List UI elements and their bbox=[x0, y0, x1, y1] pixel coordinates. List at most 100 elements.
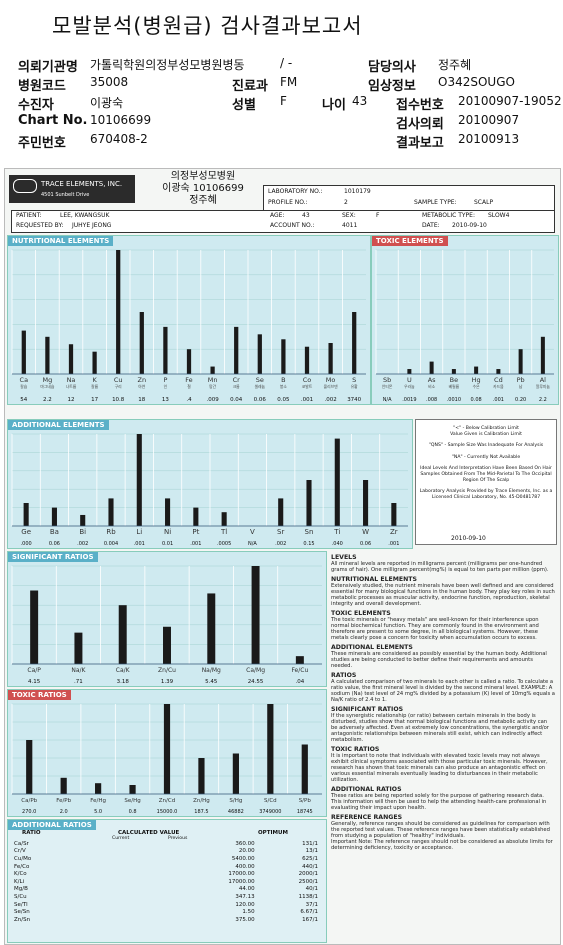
category-label: Ca/Pb bbox=[21, 798, 37, 804]
doctor-value: 정주혜 bbox=[438, 58, 472, 72]
metabolic-label: METABOLIC TYPE: bbox=[422, 212, 475, 219]
clinical-info-label: 임상정보 bbox=[368, 79, 416, 94]
category-label: P bbox=[163, 376, 167, 384]
ratio-optimum: 131/1 bbox=[302, 840, 318, 847]
ratio-row: Cu/Mo 5400.00 625/1 bbox=[12, 855, 320, 863]
bar-s-pb bbox=[301, 744, 308, 794]
category-sublabel: 우라늄 bbox=[404, 384, 415, 389]
ratio-name: Mg/B bbox=[14, 886, 28, 893]
bar-li bbox=[136, 434, 142, 526]
chart-no-label: Chart No. bbox=[18, 113, 88, 128]
ratio-current: 5400.00 bbox=[231, 855, 255, 862]
data-label: .001 bbox=[134, 541, 145, 547]
category-label: Ti bbox=[333, 528, 340, 536]
category-label: W bbox=[362, 528, 369, 536]
explain-paragraph: Extensively studied, the nutrient minera… bbox=[331, 583, 555, 607]
category-label: Fe bbox=[185, 376, 192, 384]
header-row-1: 의뢰기관명 가톨릭학원의정부성모병원병동 / - 담당의사 정주혜 bbox=[18, 56, 558, 75]
ratio-row: Cr/V 20.00 13/1 bbox=[12, 848, 320, 856]
chart-no-value: 10106699 bbox=[90, 113, 152, 127]
category-label: Ca bbox=[20, 376, 29, 384]
additional-ratios-table: Ca/Sr 360.00 131/1 Cr/V 20.00 13/1 Cu/Mo 5400.0… bbox=[12, 840, 320, 924]
bar-cd bbox=[496, 369, 501, 374]
explanation-text: LEVELS All mineral levels are reported in… bbox=[331, 551, 555, 851]
ratio-row: Fe/Co 400.00 440/1 bbox=[12, 863, 320, 871]
ratio-optimum: 37/1 bbox=[305, 901, 318, 908]
category-sublabel: 칼륨 bbox=[91, 384, 98, 389]
data-label: .001 bbox=[388, 541, 399, 547]
category-label: Ca/Mg bbox=[246, 667, 265, 674]
ratio-name: K/Li bbox=[14, 878, 25, 885]
data-label: 5.0 bbox=[94, 809, 102, 815]
data-label: .04 bbox=[295, 679, 304, 685]
bar-mn bbox=[210, 366, 215, 374]
account-value: 4011 bbox=[342, 222, 358, 229]
date-value: 2010-09-10 bbox=[452, 222, 487, 229]
category-label: Zn/Cd bbox=[159, 798, 175, 804]
ratio-optimum: 40/1 bbox=[305, 886, 318, 893]
nutritional-elements-title: NUTRITIONAL ELEMENTS bbox=[8, 236, 114, 246]
patient-name-label: 수진자 bbox=[18, 98, 54, 113]
result-date-value: 20100913 bbox=[458, 132, 520, 146]
category-label: Na/Mg bbox=[202, 667, 221, 674]
category-label: Co bbox=[303, 376, 312, 384]
category-label: Ni bbox=[164, 528, 171, 536]
bar-mg bbox=[45, 336, 50, 374]
age-label: 나이 bbox=[322, 98, 346, 113]
bar-pb bbox=[518, 349, 523, 374]
data-label: N/A bbox=[248, 541, 257, 547]
category-label: Zn/Cu bbox=[158, 667, 176, 674]
toxic-ratios-title: TOXIC RATIOS bbox=[8, 690, 71, 700]
data-label: 18 bbox=[138, 397, 145, 403]
category-label: Ca/P bbox=[27, 667, 41, 674]
additional-elements-title: ADDITIONAL ELEMENTS bbox=[8, 420, 109, 430]
org-label: 의뢰기관명 bbox=[18, 60, 78, 75]
data-label: 2.0 bbox=[60, 809, 68, 815]
patient-name-value: 이광숙 bbox=[90, 96, 124, 110]
org-value: 가톨릭학원의정부성모병원병동 bbox=[90, 58, 245, 72]
hospital-code-label: 병원코드 bbox=[18, 79, 66, 94]
page-title: 모발분석(병원급) 검사결과보고서 bbox=[52, 14, 363, 38]
sample-type-value: SCALP bbox=[474, 199, 494, 206]
ratio-name: Fe/Co bbox=[14, 863, 30, 870]
significant-ratios-title: SIGNIFICANT RATIOS bbox=[8, 552, 98, 562]
additional-ratios-title: ADDITIONAL RATIOS bbox=[8, 820, 96, 830]
ratio-row: Se/Sn 1.50 6.67/1 bbox=[12, 908, 320, 916]
result-date-label: 결과보고 bbox=[396, 136, 444, 151]
request-date-label: 검사의뢰 bbox=[396, 117, 444, 132]
bar-u bbox=[407, 369, 412, 374]
category-sublabel: 수은 bbox=[473, 384, 480, 389]
bar-b bbox=[281, 339, 286, 374]
ratio-current: 20.00 bbox=[238, 848, 255, 855]
data-label: 46882 bbox=[228, 809, 244, 815]
category-label: Ba bbox=[50, 528, 59, 536]
bar-na-k bbox=[74, 632, 83, 664]
ratio-name: Se/Sn bbox=[14, 909, 30, 916]
data-label: 54 bbox=[20, 397, 27, 403]
data-label: 3740 bbox=[347, 397, 361, 403]
bar-se bbox=[257, 334, 262, 374]
bar-ca-k bbox=[118, 605, 127, 664]
bar-pt bbox=[193, 507, 199, 526]
data-label: .0010 bbox=[447, 397, 461, 403]
data-label: 0.004 bbox=[104, 541, 118, 547]
data-label: 24.55 bbox=[248, 679, 264, 685]
data-label: .008 bbox=[426, 397, 437, 403]
toxic-elements-title: TOXIC ELEMENTS bbox=[372, 236, 448, 246]
category-label: Li bbox=[136, 528, 142, 536]
bar-co bbox=[304, 346, 310, 374]
category-label: Se bbox=[256, 376, 264, 384]
header-row-4: Chart No. 10106699 검사의뢰 20100907 bbox=[18, 113, 558, 132]
data-label: .0019 bbox=[402, 397, 416, 403]
header-row-3: 수진자 이광숙 성별 F 나이 43 접수번호 20100907-19052 bbox=[18, 94, 562, 113]
data-label: 0.06 bbox=[360, 541, 371, 547]
category-label: Sn bbox=[305, 528, 314, 536]
category-label: Hg bbox=[472, 376, 481, 384]
bar-tl bbox=[221, 512, 227, 526]
data-label: .4 bbox=[186, 397, 192, 403]
data-label: 1.39 bbox=[161, 679, 174, 685]
category-label: Be bbox=[450, 376, 458, 384]
bar-na bbox=[68, 344, 74, 374]
nutritional-elements-panel: NUTRITIONAL ELEMENTS Ca 칼슘 54 Mg 마그네슘 2.2 Na 나트… bbox=[7, 235, 371, 405]
category-label: Cd bbox=[494, 376, 503, 384]
